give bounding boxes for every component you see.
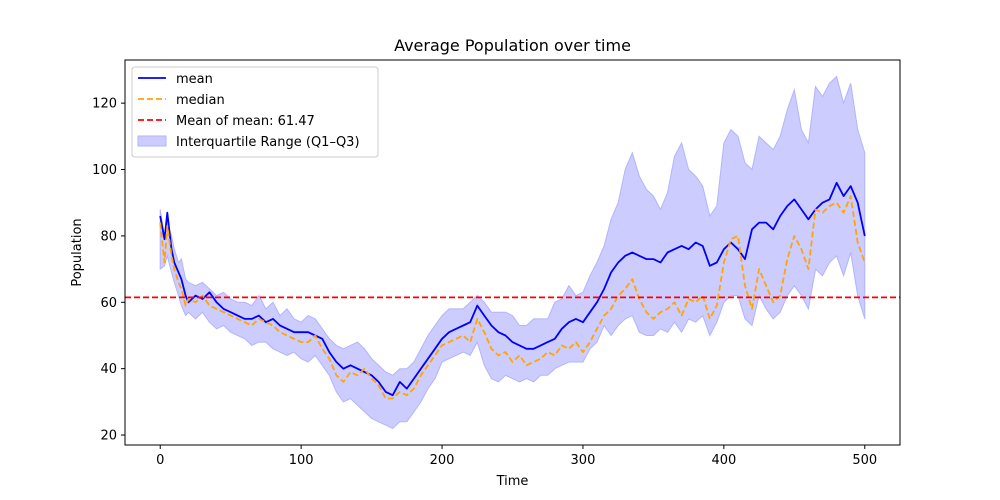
legend-box [131,66,379,158]
chart-title: Average Population over time [394,36,631,55]
x-tick-label: 100 [289,453,314,468]
series-layer [125,181,900,400]
legend-mean-of-mean-label: Mean of mean: 61.47 [176,114,315,129]
x-axis-label: Time [496,474,529,489]
mean-line [159,181,866,397]
y-tick-label: 100 [92,163,117,178]
y-axis-label: Population [70,218,85,286]
legend-iqr-label: Interquartile Range (Q1–Q3) [176,135,360,150]
iqr-band-layer [159,75,866,429]
x-tick-label: 0 [156,453,164,468]
x-tick-label: 200 [430,453,455,468]
legend-iqr-swatch [137,135,167,147]
y-tick-label: 20 [100,429,117,444]
x-tick-label: 500 [852,453,877,468]
x-tick-label: 300 [571,453,596,468]
legend-mean-label: mean [176,72,213,87]
y-tick-label: 40 [100,362,117,377]
ticks-layer: 0 100 200 300 400 500 20 40 60 80 100 120 [92,97,877,468]
median-line [159,195,866,400]
legend: mean median Mean of mean: 61.47 Interqua… [131,66,379,158]
legend-median-label: median [176,93,225,108]
y-tick-label: 80 [100,229,117,244]
iqr-band [159,75,866,429]
y-tick-label: 60 [100,296,117,311]
x-tick-label: 400 [711,453,736,468]
plot-frame [124,59,901,446]
y-tick-label: 120 [92,97,117,112]
